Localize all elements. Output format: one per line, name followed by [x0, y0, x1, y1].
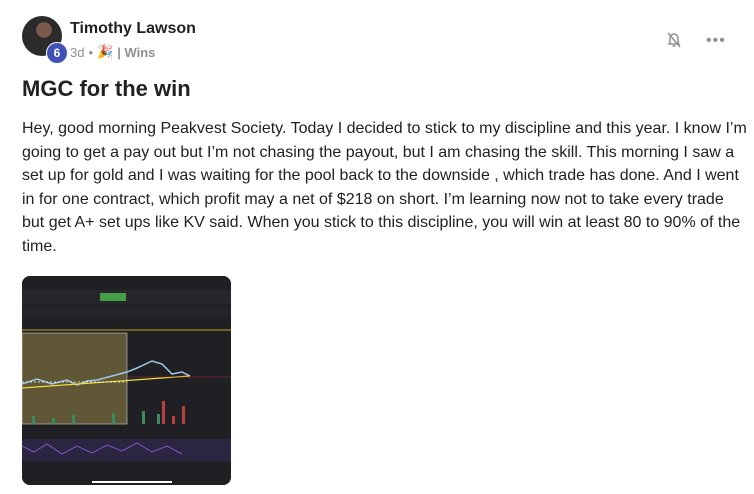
chart-screenshot-image[interactable] [22, 276, 231, 485]
party-popper-icon: 🎉 [97, 44, 114, 59]
post-meta: 3d • 🎉 | Wins [70, 44, 155, 60]
author-name[interactable]: Timothy Lawson [70, 20, 196, 37]
post-category[interactable]: | Wins [117, 44, 156, 60]
level-badge: 6 [46, 42, 68, 64]
bell-off-icon[interactable] [664, 30, 684, 55]
post-time: 3d [70, 44, 85, 60]
post-title: MGC for the win [22, 76, 191, 101]
meta-separator: • [88, 44, 94, 60]
post-body: Hey, good morning Peakvest Society. Toda… [22, 120, 747, 255]
more-options-icon[interactable]: ••• [706, 32, 726, 49]
